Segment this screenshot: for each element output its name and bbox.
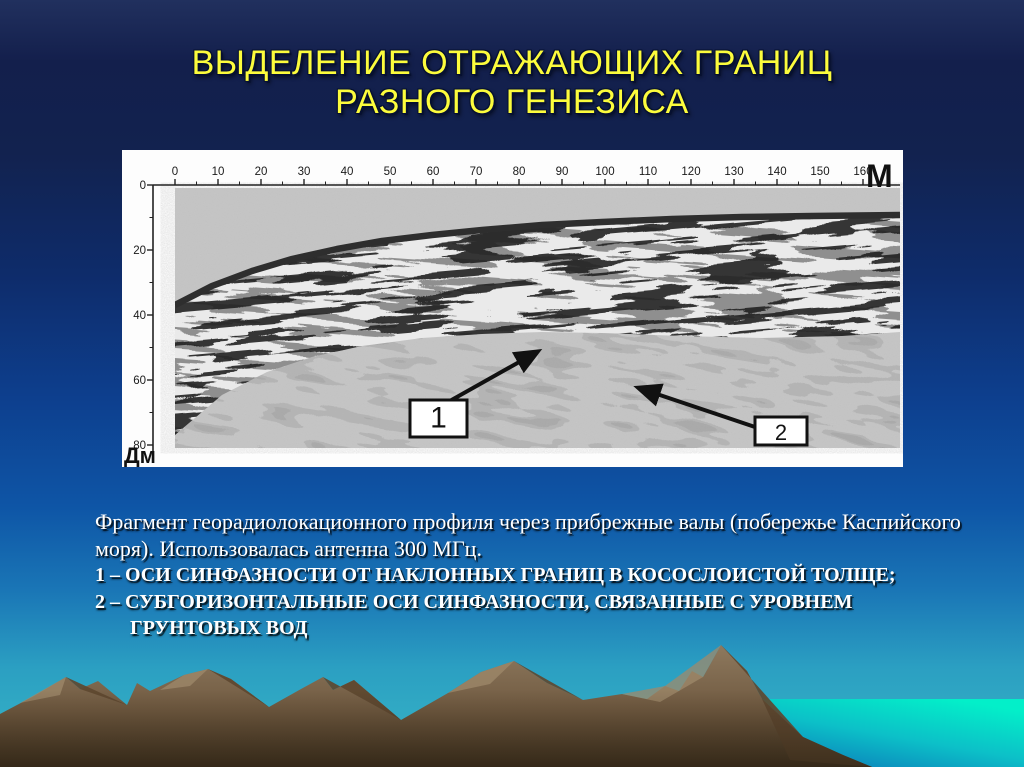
x-tick-label: 150	[810, 166, 829, 178]
x-tick-label: 110	[639, 166, 657, 178]
caption-line-5: ГРУНТОВЫХ ВОД	[130, 617, 308, 639]
slide-title: ВЫДЕЛЕНИЕ ОТРАЖАЮЩИХ ГРАНИЦ РАЗНОГО ГЕНЕ…	[0, 44, 1024, 122]
surface-reflection-band	[175, 211, 900, 308]
y-axis-unit: Дм	[124, 443, 156, 467]
x-tick-label: 100	[595, 166, 614, 178]
x-tick-label: 120	[681, 166, 700, 178]
y-tick-label: 80	[133, 440, 146, 452]
figure-caption: Фрагмент георадиолокационного профиля че…	[95, 509, 1020, 642]
x-axis: 0 10 20 30 40 50 60 70 80 90 100 110 120 130 140 150 160…	[153, 158, 900, 194]
x-tick-label: 70	[470, 166, 483, 178]
mountains-graphic	[0, 645, 1024, 767]
y-tick-label: 20	[133, 245, 146, 257]
caption-line-2: моря). Использовалась антенна 300 МГц.	[95, 535, 482, 561]
y-tick-label: 40	[133, 310, 146, 322]
x-tick-label: 90	[556, 166, 569, 178]
radargram-figure: 0 10 20 30 40 50 60 70 80 90 100 110 120 130 140 150 160…	[124, 158, 900, 467]
annotation-box	[753, 415, 809, 447]
x-tick-label: 60	[427, 166, 440, 178]
annotation-label: 1	[430, 402, 447, 435]
annotation-box	[408, 398, 469, 439]
x-axis-unit: М	[866, 158, 893, 194]
x-tick-label: 20	[255, 166, 268, 178]
caption-line-1: Фрагмент георадиолокационного профиля че…	[95, 509, 961, 534]
x-tick-label: 130	[724, 166, 743, 178]
x-tick-label: 0	[172, 166, 178, 178]
annotation-2: 2	[633, 383, 809, 447]
x-tick-label: 80	[513, 166, 526, 178]
title-line-1: ВЫДЕЛЕНИЕ ОТРАЖАЮЩИХ ГРАНИЦ	[191, 44, 833, 82]
x-tick-label: 140	[767, 166, 786, 178]
radargram-image	[175, 188, 900, 448]
x-tick-label: 30	[298, 166, 311, 178]
x-tick-label: 10	[212, 166, 225, 178]
caption-line-4: 2 – СУБГОРИЗОНТАЛЬНЫЕ ОСИ СИНФАЗНОСТИ, С…	[95, 590, 853, 613]
annotation-arrow	[633, 383, 756, 429]
annotation-label: 2	[775, 420, 787, 445]
annotation-arrow	[447, 349, 543, 404]
title-line-2: РАЗНОГО ГЕНЕЗИСА	[335, 83, 689, 121]
annotation-1: 1	[408, 349, 543, 439]
x-tick-label: 160	[853, 166, 872, 178]
y-tick-label: 0	[140, 180, 146, 192]
x-tick-label: 50	[384, 166, 397, 178]
caption-line-3: 1 – ОСИ СИНФАЗНОСТИ ОТ НАКЛОННЫХ ГРАНИЦ …	[95, 564, 896, 586]
y-tick-label: 60	[133, 375, 146, 387]
radargram-panel: 0 10 20 30 40 50 60 70 80 90 100 110 120 130 140 150 160…	[122, 150, 903, 467]
x-tick-label: 40	[341, 166, 354, 178]
mountain-lit-faces	[20, 645, 721, 703]
